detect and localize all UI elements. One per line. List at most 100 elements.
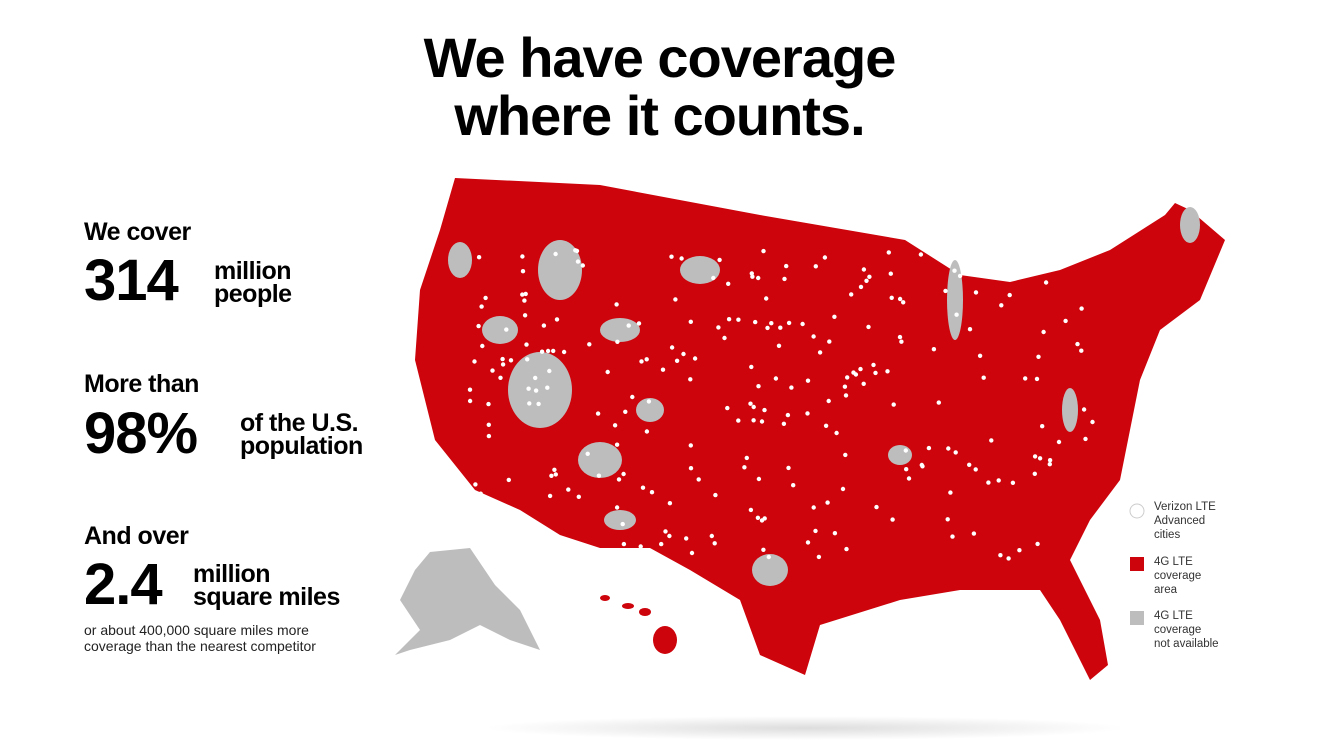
city-dot	[897, 296, 903, 302]
city-dot	[977, 353, 983, 358]
city-dot	[748, 401, 753, 406]
city-dot	[539, 349, 545, 354]
city-dot	[660, 367, 666, 372]
city-dot	[901, 300, 906, 305]
city-dot	[1032, 471, 1038, 476]
city-dot	[844, 546, 849, 552]
city-dot	[755, 515, 761, 520]
city-dot	[1006, 276, 1011, 282]
title-line: We have coverage	[423, 26, 897, 89]
city-dot	[986, 480, 991, 485]
city-dot	[753, 319, 758, 325]
city-dot	[888, 271, 893, 276]
city-dot	[858, 366, 863, 372]
city-dot	[490, 368, 495, 373]
legend-label: Verizon LTE Advanced cities	[1154, 500, 1216, 542]
city-dot	[943, 288, 948, 294]
city-dot	[640, 485, 646, 490]
city-dot	[639, 359, 644, 364]
city-dot	[541, 323, 547, 328]
city-dot	[1047, 462, 1053, 467]
city-dot	[756, 275, 761, 281]
city-dot	[1090, 419, 1095, 425]
city-dot	[467, 398, 473, 404]
city-dot	[832, 531, 838, 536]
city-dot	[761, 248, 766, 254]
city-dot	[1081, 407, 1087, 412]
city-dot	[762, 516, 767, 521]
city-dot	[762, 407, 767, 413]
city-dot	[834, 430, 839, 436]
city-dot	[716, 325, 721, 330]
city-dot	[630, 394, 635, 400]
city-dot	[663, 529, 668, 534]
city-dot	[744, 455, 749, 461]
city-dot	[832, 314, 837, 319]
city-dot	[644, 357, 649, 362]
city-dot	[644, 429, 650, 434]
city-dot	[861, 267, 867, 272]
city-dot	[575, 259, 581, 264]
city-dot	[636, 321, 642, 326]
city-dot	[825, 500, 830, 505]
city-dot	[816, 554, 822, 560]
city-dot	[789, 385, 794, 390]
city-dot	[765, 325, 770, 331]
city-dot	[667, 501, 673, 506]
city-dot	[576, 553, 582, 558]
city-dot	[508, 358, 514, 363]
city-dot	[712, 541, 717, 546]
city-dot	[748, 507, 754, 513]
city-dot	[864, 278, 869, 283]
city-dot	[549, 473, 554, 478]
city-dot	[1075, 248, 1081, 253]
city-dot	[858, 284, 864, 290]
stat-unit: million	[193, 560, 271, 588]
city-dot	[1083, 436, 1088, 442]
legend-line: 4G LTE	[1154, 610, 1193, 622]
legend-swatch-coverage	[1130, 557, 1144, 571]
city-dot	[614, 442, 620, 447]
hawaii	[600, 595, 677, 654]
city-dot	[587, 342, 592, 347]
city-dot	[871, 362, 876, 368]
city-dot	[782, 276, 787, 282]
city-dot	[649, 490, 655, 495]
city-dot	[614, 505, 620, 510]
city-dot	[904, 467, 909, 472]
city-dot	[616, 477, 622, 482]
city-dot	[1035, 541, 1040, 547]
city-dot	[751, 404, 756, 410]
city-dot	[885, 369, 890, 374]
city-dot	[981, 375, 986, 380]
city-dot	[574, 248, 580, 254]
city-dot	[688, 443, 693, 448]
city-dot	[522, 313, 528, 318]
city-dot	[1010, 480, 1016, 485]
city-dot	[1079, 348, 1084, 353]
city-dot	[843, 393, 849, 398]
city-dot	[673, 297, 678, 302]
city-dot	[1075, 341, 1080, 347]
city-dot	[667, 533, 672, 539]
city-dot	[931, 347, 937, 352]
city-dot	[759, 419, 765, 424]
city-dot	[1032, 454, 1038, 459]
city-dot	[823, 423, 829, 428]
city-dot	[486, 401, 491, 407]
city-dot	[867, 274, 872, 279]
legend-label: 4G LTE coverage not available	[1154, 609, 1219, 651]
city-dot	[656, 557, 661, 562]
city-dot	[504, 327, 509, 332]
city-dot	[554, 317, 560, 322]
city-dot	[946, 446, 951, 451]
city-dot	[874, 504, 879, 510]
city-dot	[784, 263, 789, 269]
city-dot	[1006, 556, 1011, 561]
city-dot	[957, 273, 963, 279]
city-dot	[845, 375, 850, 380]
city-dot	[999, 303, 1004, 308]
city-dot	[952, 268, 957, 273]
city-dot	[595, 411, 601, 416]
legend-line: not available	[1154, 638, 1219, 650]
